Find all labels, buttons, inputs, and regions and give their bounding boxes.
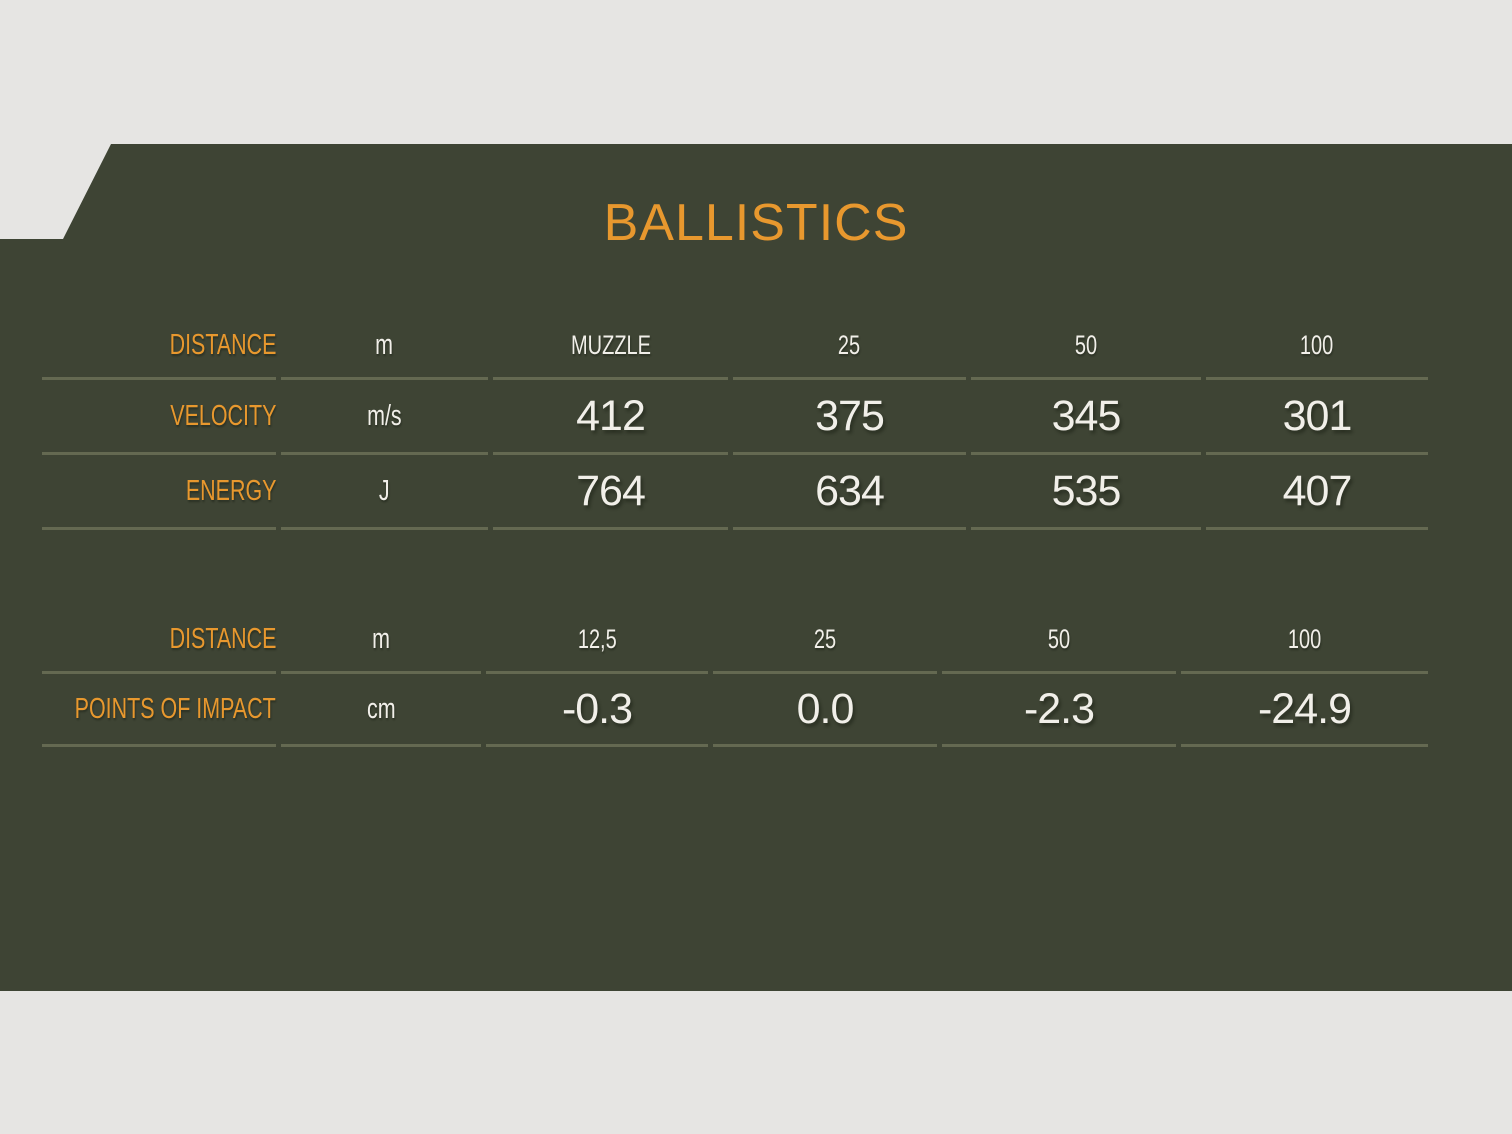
row-label: DISTANCE — [42, 314, 276, 380]
unit-cell: J — [281, 455, 488, 530]
value-cell: 301 — [1206, 380, 1428, 455]
header-cell: 100 — [1206, 314, 1428, 380]
header-cell: 25 — [713, 608, 937, 674]
value-cell: 375 — [733, 380, 966, 455]
ballistics-table-points-of-impact: DISTANCE m 12,5 25 50 100 POINTS OF IMPA… — [42, 608, 1428, 747]
unit-cell: m — [281, 314, 488, 380]
value-cell: 0.0 — [713, 674, 937, 747]
header-cell: 100 — [1181, 608, 1428, 674]
header-cell: 25 — [733, 314, 966, 380]
value-cell: 412 — [493, 380, 728, 455]
value-cell: 535 — [971, 455, 1201, 530]
slide-panel — [0, 144, 1512, 991]
value-cell: -0.3 — [486, 674, 708, 747]
header-cell: 50 — [971, 314, 1201, 380]
value-cell: -24.9 — [1181, 674, 1428, 747]
row-label: DISTANCE — [42, 608, 276, 674]
unit-cell: cm — [281, 674, 481, 747]
value-cell: 764 — [493, 455, 728, 530]
value-cell: -2.3 — [942, 674, 1176, 747]
value-cell: 634 — [733, 455, 966, 530]
unit-cell: m — [281, 608, 481, 674]
value-cell: 345 — [971, 380, 1201, 455]
slide-title: BALLISTICS — [603, 194, 909, 252]
header-cell: MUZZLE — [493, 314, 728, 380]
unit-cell: m/s — [281, 380, 488, 455]
value-cell: 407 — [1206, 455, 1428, 530]
row-label: ENERGY — [42, 455, 276, 530]
header-cell: 50 — [942, 608, 1176, 674]
header-cell: 12,5 — [486, 608, 708, 674]
ballistics-table-velocity-energy: DISTANCE m MUZZLE 25 50 100 VELOCITY m/s… — [42, 314, 1428, 530]
row-label: POINTS OF IMPACT — [42, 674, 276, 747]
row-label: VELOCITY — [42, 380, 276, 455]
